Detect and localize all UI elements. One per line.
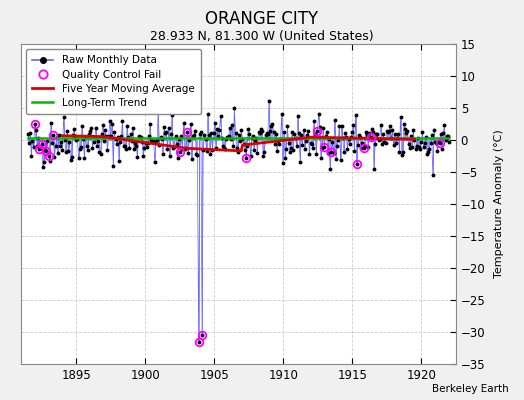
Text: 28.933 N, 81.300 W (United States): 28.933 N, 81.300 W (United States) [150, 30, 374, 43]
Y-axis label: Temperature Anomaly (°C): Temperature Anomaly (°C) [494, 130, 504, 278]
Legend: Raw Monthly Data, Quality Control Fail, Five Year Moving Average, Long-Term Tren: Raw Monthly Data, Quality Control Fail, … [26, 49, 201, 114]
Text: ORANGE CITY: ORANGE CITY [205, 10, 319, 28]
Text: Berkeley Earth: Berkeley Earth [432, 384, 508, 394]
